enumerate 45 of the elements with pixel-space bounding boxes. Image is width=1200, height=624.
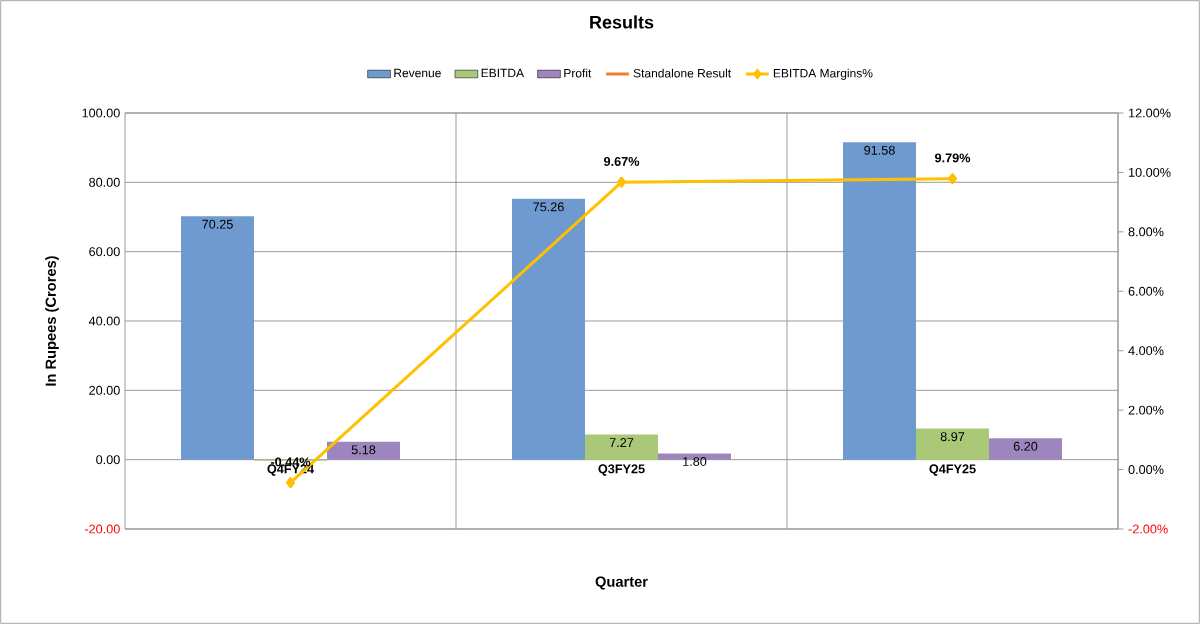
y-tick-label: 20.00 [89,385,120,395]
data-label: 70.25 [202,219,233,229]
bar [916,428,989,460]
legend-label: Revenue [394,68,441,78]
y2-tick-label: 12.00% [1129,108,1171,118]
bar [989,438,1062,460]
data-label: 9.67% [603,156,640,166]
y2-tick-label: 8.00% [1128,227,1164,237]
data-label: 9.79% [934,153,971,163]
y2-tick-label: 0.00% [1128,465,1164,475]
y2-tick-label: 10.00% [1129,167,1171,177]
chart-title: Results [590,15,654,29]
legend-label: EBITDA Margins% [773,68,873,80]
data-label: 1.80 [683,457,707,466]
legend-label: EBITDA [481,68,525,78]
y-tick-label: -20.00 [84,524,120,534]
data-label: 6.20 [1013,441,1038,451]
data-label: 91.58 [864,145,895,155]
legend-label: Standalone Result [633,68,732,78]
y2-tick-label: 4.00% [1128,346,1164,356]
bar [327,441,401,460]
bar [512,198,586,460]
y-tick-label: 0.00 [96,455,120,465]
y-tick-label: 60.00 [89,247,120,257]
data-label: 7.27 [609,438,634,447]
x-axis-title: Quarter [595,576,648,590]
point [286,477,296,489]
y-tick-label: 80.00 [89,177,120,187]
y-axis-title: In Rupees (Crores) [45,256,59,386]
x-tick-label: Q3FY25 [598,464,645,476]
y2-tick-label: 6.00% [1128,286,1164,296]
y2-tick-label: -2.00% [1128,524,1168,534]
y-tick-label: 40.00 [88,316,120,326]
data-label: 8.97 [940,432,965,442]
legend-label: Profit [564,68,592,78]
x-tick-label: Q4FY25 [929,464,976,476]
bar [843,142,916,460]
bar [585,434,658,460]
point [948,173,957,185]
data-label: 5.18 [351,445,376,455]
bar [181,216,255,460]
data-label: 75.26 [533,202,564,212]
y-tick-label: 100.00 [82,108,120,118]
point [617,176,627,188]
y2-tick-label: 2.00% [1128,405,1164,415]
